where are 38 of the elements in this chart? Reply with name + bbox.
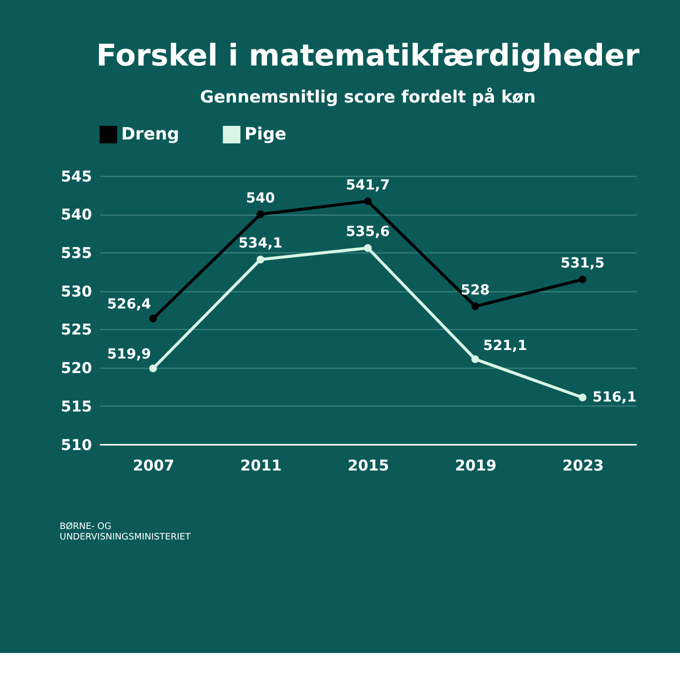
- point: [256, 256, 264, 264]
- point: [256, 210, 264, 218]
- y-tick-label: 530: [60, 282, 92, 300]
- point: [364, 197, 372, 206]
- point: [149, 364, 157, 372]
- data-label: 516,1: [592, 390, 637, 406]
- y-tick-label: 535: [60, 244, 92, 262]
- data-label: 540: [246, 190, 276, 206]
- data-label: 535,6: [346, 224, 390, 240]
- point: [149, 314, 157, 322]
- x-tick-label: 2019: [454, 456, 496, 475]
- x-tick-label: 2007: [132, 456, 174, 475]
- chart-subtitle: Gennemsnitlig score fordelt på køn: [200, 86, 536, 106]
- chart-title: Forskel i matematikfærdigheder: [96, 38, 640, 74]
- y-tick-label: 520: [60, 359, 92, 378]
- data-label: 526,4: [107, 296, 152, 313]
- text: BØRNE- OG UNDERVISNINGSMINISTERIET: [60, 522, 192, 543]
- point: [578, 394, 586, 402]
- data-label: 534,1: [238, 236, 282, 252]
- y-tick-label: 510: [60, 436, 92, 454]
- data-label: 519,9: [107, 346, 152, 362]
- y-tick-label: 540: [60, 206, 92, 224]
- y-tick-label: 545: [60, 167, 92, 186]
- y-tick-label: 515: [60, 397, 92, 416]
- data-label: 531,5: [560, 255, 605, 272]
- data-label: 528: [460, 282, 490, 298]
- point: [364, 244, 372, 252]
- x-tick-label: 2015: [348, 456, 390, 475]
- x-tick-label: 2011: [240, 456, 282, 475]
- data-label: 541,7: [346, 177, 390, 194]
- data-label: 521,1: [483, 338, 528, 354]
- point: [578, 276, 586, 284]
- y-tick-label: 525: [60, 320, 92, 339]
- legend-label: Dreng: [121, 124, 180, 144]
- point: [471, 302, 480, 310]
- x-tick-label: 2023: [562, 456, 604, 475]
- point: [471, 355, 480, 364]
- legend-label: Pige: [244, 124, 286, 144]
